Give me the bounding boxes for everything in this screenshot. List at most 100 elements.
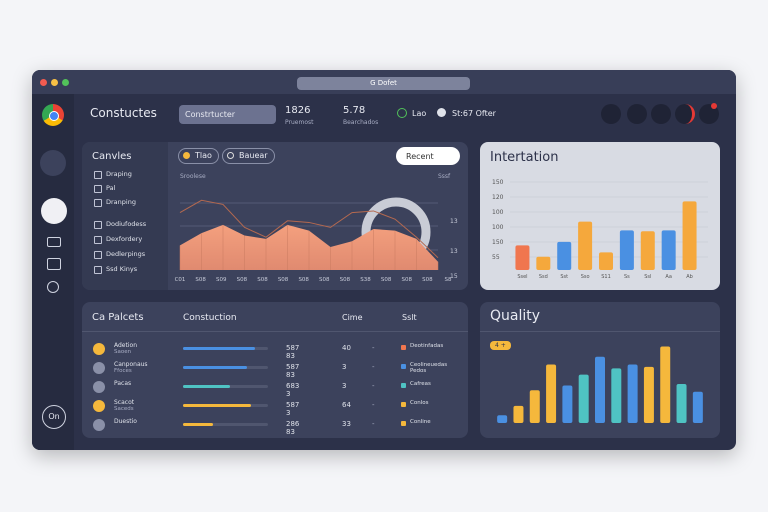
action-button[interactable] bbox=[601, 104, 621, 124]
progress-bar bbox=[183, 347, 256, 350]
chip[interactable]: Tlao bbox=[178, 148, 219, 164]
bar bbox=[643, 366, 654, 423]
row-icon bbox=[93, 343, 105, 355]
x-label: S08 bbox=[340, 277, 351, 283]
notification-badge bbox=[711, 103, 717, 109]
close-dot[interactable] bbox=[40, 79, 47, 86]
status-icon bbox=[437, 108, 446, 117]
chart-caption: Sssf bbox=[438, 173, 451, 180]
bar bbox=[515, 245, 530, 270]
row-icon bbox=[93, 381, 105, 393]
x-label: S08 bbox=[237, 277, 248, 283]
max-dot[interactable] bbox=[62, 79, 69, 86]
input[interactable]: Constrtucter bbox=[179, 105, 276, 124]
nav-icon[interactable] bbox=[47, 237, 61, 247]
nav-grid[interactable] bbox=[40, 150, 66, 176]
x-label: S08 bbox=[422, 277, 433, 283]
x-label: Ss bbox=[624, 274, 630, 280]
list-item: Dodiufodess bbox=[106, 220, 147, 228]
chip[interactable]: Bauear bbox=[222, 148, 275, 164]
chip[interactable]: 4 + bbox=[490, 341, 511, 350]
x-label: Ssl bbox=[644, 274, 651, 280]
y-label: 150 bbox=[492, 179, 504, 186]
profile[interactable]: On bbox=[42, 405, 66, 429]
bar bbox=[682, 201, 697, 270]
x-label: S09 bbox=[216, 277, 227, 283]
list-item: Ssd Kinys bbox=[106, 265, 138, 273]
chart-caption: Sroolese bbox=[180, 173, 206, 180]
action-button[interactable] bbox=[675, 104, 695, 124]
cell: - bbox=[372, 401, 375, 409]
min-dot[interactable] bbox=[51, 79, 58, 86]
bar bbox=[497, 415, 508, 423]
cell: - bbox=[372, 420, 375, 428]
caption: Cafreas bbox=[410, 381, 431, 387]
list-item: Dexfordery bbox=[106, 235, 143, 243]
row-sub: Saoen bbox=[114, 349, 132, 355]
row-name: Pacas bbox=[114, 380, 132, 387]
legend-dot bbox=[401, 421, 406, 426]
caption: Ceolineuedas Pedos bbox=[410, 362, 448, 374]
cell: 33 bbox=[342, 420, 351, 428]
bar bbox=[660, 346, 671, 423]
bar bbox=[578, 221, 593, 270]
bar bbox=[619, 230, 634, 270]
bar bbox=[557, 241, 572, 270]
y-label: 100 bbox=[492, 224, 504, 231]
action-button[interactable] bbox=[651, 104, 671, 124]
x-label: Sst bbox=[560, 274, 568, 280]
search-bar[interactable]: G Dofet bbox=[297, 77, 470, 90]
app-title: Constuctes bbox=[90, 106, 157, 120]
sidebar bbox=[32, 94, 74, 450]
caption: Conline bbox=[410, 419, 431, 425]
list-icon bbox=[94, 221, 102, 229]
panel-title: Ca Palcets bbox=[92, 312, 144, 323]
bar bbox=[661, 230, 676, 270]
bar-chart bbox=[497, 346, 703, 423]
legend-dot bbox=[401, 364, 406, 369]
bar bbox=[640, 231, 655, 270]
progress-track bbox=[183, 423, 268, 426]
chip-dot bbox=[183, 152, 190, 159]
list-icon bbox=[94, 199, 102, 207]
action-button[interactable] bbox=[699, 104, 719, 124]
column-header: Cime bbox=[342, 313, 363, 322]
row-sub: Saceds bbox=[114, 406, 134, 412]
bar bbox=[513, 405, 524, 423]
legend-dot bbox=[401, 345, 406, 350]
action-button[interactable] bbox=[627, 104, 647, 124]
cell: 3 bbox=[342, 382, 347, 390]
nav-icon[interactable] bbox=[47, 258, 61, 270]
x-label: S38 bbox=[360, 277, 371, 283]
bar bbox=[692, 391, 703, 423]
y-label: 13 bbox=[450, 218, 458, 225]
list-item: Dranping bbox=[106, 198, 136, 206]
progress-bar bbox=[183, 366, 247, 369]
line bbox=[179, 199, 439, 259]
y-label: 55 bbox=[492, 254, 500, 261]
search-box[interactable] bbox=[396, 147, 460, 165]
nav-active[interactable] bbox=[41, 198, 67, 224]
x-label: Ab bbox=[686, 274, 693, 280]
row-sub: Ffoces bbox=[114, 368, 132, 374]
cell: - bbox=[372, 363, 375, 371]
bar bbox=[562, 385, 573, 423]
bar bbox=[595, 356, 605, 423]
nav-icon[interactable] bbox=[47, 281, 59, 293]
y-label: 120 bbox=[492, 194, 504, 201]
area-chart: 13 13 15 C01 S08 S09 S08 S08 S08 S08 S08 S08 S38 S08 S… bbox=[175, 197, 458, 283]
row-name: Duestio bbox=[114, 418, 137, 425]
legend-dot bbox=[401, 402, 406, 407]
bar bbox=[611, 368, 622, 423]
x-label: S08 bbox=[402, 277, 413, 283]
stat-value: 5.78 bbox=[343, 105, 366, 116]
search-text: Recent bbox=[406, 152, 434, 161]
status: Lao bbox=[412, 109, 427, 118]
bar bbox=[529, 390, 540, 423]
list-item: Dedlerpings bbox=[106, 250, 146, 258]
bar bbox=[546, 364, 557, 423]
row-icon bbox=[93, 419, 105, 431]
stat-label: Pruemost bbox=[285, 119, 314, 126]
panel-title: Canvles bbox=[92, 151, 132, 162]
cell: 286 83 bbox=[286, 420, 300, 436]
